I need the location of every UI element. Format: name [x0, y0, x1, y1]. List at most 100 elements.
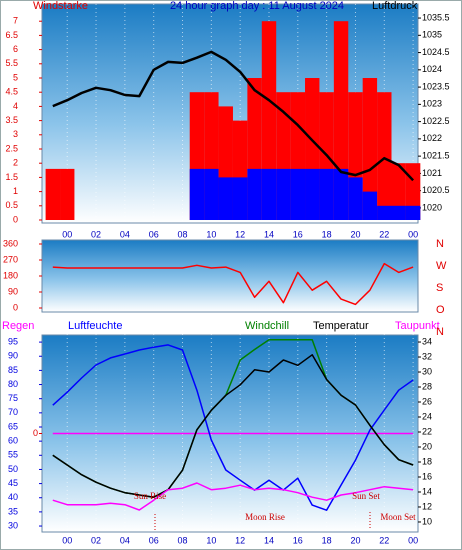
legend-windchill: Windchill — [245, 320, 289, 332]
wind-bar — [305, 168, 320, 220]
y2-tick-label: 1024.5 — [422, 47, 450, 57]
x-tick-label: 00 — [62, 535, 72, 545]
y2-tick-label: 1020 — [422, 202, 442, 212]
x-tick-label: 04 — [120, 229, 130, 239]
y-tick-label: 2.5 — [5, 143, 18, 153]
x-tick-label: 08 — [178, 535, 188, 545]
x-tick-label: 14 — [264, 229, 274, 239]
y2-tick-label: 20 — [422, 441, 432, 451]
x-tick-label: 12 — [235, 229, 245, 239]
y-tick-label: 60 — [8, 436, 18, 446]
y-tick-label: 80 — [8, 379, 18, 389]
y2-tick-label: 34 — [422, 336, 432, 346]
x-tick-label: 06 — [149, 535, 159, 545]
x-tick-label: 00 — [62, 229, 72, 239]
y-tick-label: 75 — [8, 393, 18, 403]
y2-tick-label: 1023 — [422, 99, 442, 109]
wind-bar — [60, 168, 75, 220]
y-tick-label: 40 — [8, 492, 18, 502]
series-line — [52, 50, 415, 182]
x-tick-label: 00 — [408, 229, 418, 239]
y-tick-label: 2 — [13, 158, 18, 168]
y2-tick-label: 1035.5 — [422, 12, 450, 22]
wind-bar — [261, 168, 277, 220]
x-tick-label: 04 — [120, 535, 130, 545]
panel-direction — [41, 239, 419, 313]
x-tick-label: 12 — [235, 535, 245, 545]
y-tick-label: 1.5 — [5, 172, 18, 182]
x-tick-label: 16 — [293, 229, 303, 239]
wind-bar — [290, 168, 306, 220]
y2-tick-label: 26 — [422, 396, 432, 406]
wind-bar — [348, 177, 363, 220]
y2-tick-label: 1024 — [422, 64, 442, 74]
annotation: Moon Set — [380, 512, 416, 522]
x-tick-label: 22 — [379, 535, 389, 545]
x-tick-label: 16 — [293, 535, 303, 545]
wind-bar — [333, 168, 349, 220]
y-tick-label: 4 — [13, 101, 18, 111]
y2-tick-label: 1021 — [422, 168, 442, 178]
compass-label: N — [436, 238, 444, 250]
series-line — [52, 262, 414, 306]
y2-tick-label: 12 — [422, 501, 432, 511]
y2-tick-label: 1023.5 — [422, 81, 450, 91]
y-tick-label: 5 — [13, 72, 18, 82]
y-tick-label: 50 — [8, 464, 18, 474]
y-tick-label: 30 — [8, 520, 18, 530]
compass-label: S — [436, 282, 443, 294]
y2-tick-label: 1022.5 — [422, 116, 450, 126]
y-tick-label: 1 — [13, 186, 18, 196]
compass-label: O — [436, 304, 445, 316]
pressure-axis-label: Luftdruck — [372, 0, 418, 12]
compass-label: N — [436, 326, 444, 338]
annotation: Moon Rise — [245, 512, 285, 522]
y2-tick-label: 1020.5 — [422, 185, 450, 195]
legend-dewpoint: Taupunkt — [395, 320, 440, 332]
y-tick-label: 55 — [8, 450, 18, 460]
x-tick-label: 00 — [408, 535, 418, 545]
wind-axis-label: Windstarke — [33, 0, 88, 12]
y-tick-label: 5.5 — [5, 58, 18, 68]
legend-temperature: Temperatur — [313, 320, 369, 332]
x-tick-label: 20 — [350, 229, 360, 239]
y2-tick-label: 18 — [422, 456, 432, 466]
y2-tick-label: 1035 — [422, 30, 442, 40]
wind-bar — [391, 205, 406, 220]
y-tick-label: 3 — [13, 129, 18, 139]
y2-tick-label: 14 — [422, 486, 432, 496]
y-tick-label: 90 — [8, 351, 18, 361]
y2-tick-label: 10 — [422, 516, 432, 526]
series-line — [52, 354, 414, 498]
wind-bar — [405, 205, 421, 220]
wind-bar — [247, 168, 262, 220]
y-tick-label: 35 — [8, 506, 18, 516]
y-tick-label: 3.5 — [5, 115, 18, 125]
y-tick-label: 95 — [8, 336, 18, 346]
y2-tick-label: 32 — [422, 351, 432, 361]
x-tick-label: 14 — [264, 535, 274, 545]
wind-bar — [362, 191, 378, 220]
chart-title: 24 hour graph day : 11 August 2024 — [170, 0, 344, 12]
x-tick-label: 10 — [206, 535, 216, 545]
y2-tick-label: 22 — [422, 426, 432, 436]
legend-humidity: Luftfeuchte — [68, 320, 122, 332]
compass-label: W — [436, 260, 447, 272]
x-tick-label: 18 — [322, 229, 332, 239]
y-tick-label: 7 — [13, 16, 18, 26]
wind-bar — [362, 78, 378, 220]
y-tick-label: 6.5 — [5, 30, 18, 40]
x-tick-label: 22 — [379, 229, 389, 239]
y2-tick-label: 1022 — [422, 133, 442, 143]
y-tick-label: 70 — [8, 407, 18, 417]
y3-tick-label: 0 — [33, 428, 38, 438]
wind-bar — [319, 168, 334, 220]
y-tick-label: 90 — [8, 286, 18, 296]
x-tick-label: 06 — [149, 229, 159, 239]
x-tick-label: 10 — [206, 229, 216, 239]
y-tick-label: 4.5 — [5, 87, 18, 97]
y2-tick-label: 30 — [422, 366, 432, 376]
wind-bar — [45, 168, 61, 220]
wind-bar — [204, 168, 219, 220]
